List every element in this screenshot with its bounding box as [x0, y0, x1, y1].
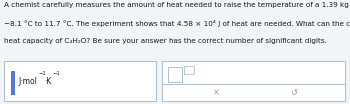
- Bar: [168, 67, 182, 82]
- Text: ×: ×: [214, 88, 220, 97]
- Bar: [184, 66, 194, 74]
- Text: −1: −1: [39, 71, 47, 76]
- Text: −1: −1: [53, 71, 61, 76]
- Text: A chemist carefully measures the amount of heat needed to raise the temperature : A chemist carefully measures the amount …: [4, 2, 350, 8]
- Bar: [162, 61, 345, 101]
- Text: J·mol: J·mol: [19, 77, 37, 86]
- Bar: [162, 84, 345, 101]
- Text: ↺: ↺: [290, 88, 298, 97]
- Text: −8.1 °C to 11.7 °C. The experiment shows that 4.58 × 10⁴ J of heat are needed. W: −8.1 °C to 11.7 °C. The experiment shows…: [4, 20, 350, 27]
- Bar: [4, 61, 156, 101]
- Bar: [10, 71, 15, 95]
- Text: ·K: ·K: [44, 77, 51, 86]
- Text: heat capacity of C₄H₂O? Be sure your answer has the correct number of significan: heat capacity of C₄H₂O? Be sure your ans…: [4, 38, 327, 44]
